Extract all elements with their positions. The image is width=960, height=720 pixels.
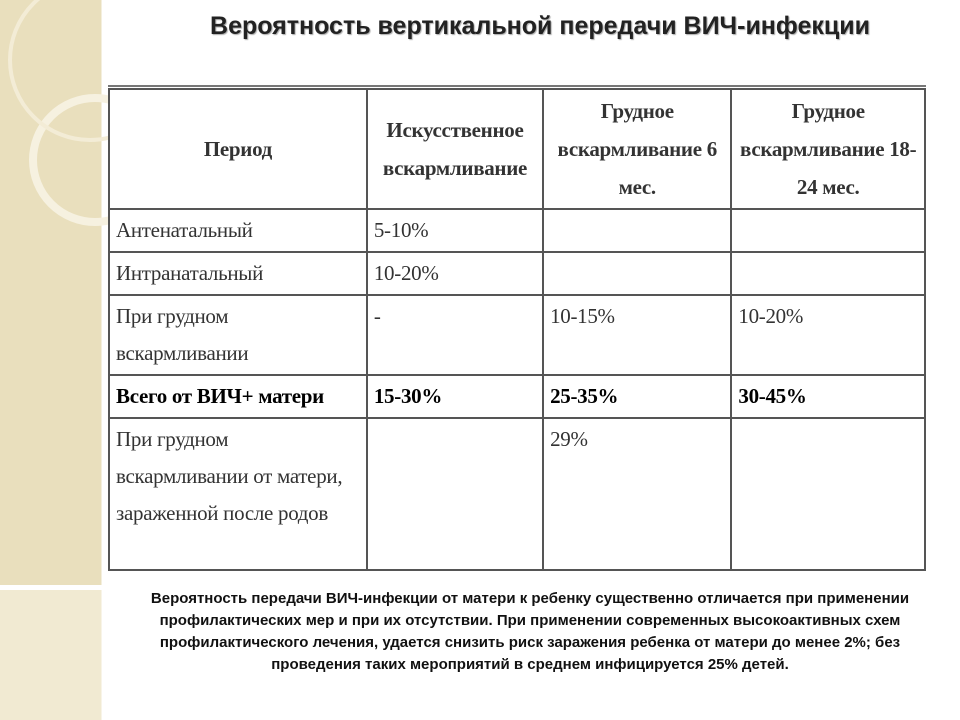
table-cell: При грудном вскармливании от матери, зар… <box>108 417 368 571</box>
table-cell <box>542 208 733 253</box>
circle <box>29 94 110 226</box>
table-row: Всего от ВИЧ+ матери 15-30% 25-35% 30-45% <box>108 374 926 419</box>
table-row: Антенатальный 5-10% <box>108 208 926 253</box>
table-row: Интранатальный 10-20% <box>108 251 926 296</box>
table-cell <box>542 251 733 296</box>
header-row: Период Искусственное вскармливание Грудное… <box>108 88 926 210</box>
table-cell: При грудном вскармливании <box>108 294 368 376</box>
note: Вероятность передачи ВИЧ-инфекции от мат… <box>150 590 910 673</box>
table-cell <box>365 417 545 571</box>
decoration <box>0 0 110 720</box>
table-row: При грудном вскармливании от матери, зар… <box>108 417 926 571</box>
table: Период Искусственное вскармливание Грудное… <box>108 88 926 571</box>
title-rule <box>108 85 926 87</box>
table-cell: Интранатальный <box>108 251 368 296</box>
table-cell: - <box>365 294 545 376</box>
circle <box>8 0 110 142</box>
table-cell <box>730 417 926 571</box>
header-cell: Грудное вскармливание 6 мес. <box>542 88 733 210</box>
table-cell: Всего от ВИЧ+ матери <box>108 374 368 419</box>
header-cell: Грудное вскармливание 18-24 мес. <box>730 88 926 210</box>
table-cell: 25-35% <box>542 374 733 419</box>
header-cell: Искусственное вскармливание <box>365 88 545 210</box>
table-cell: Антенатальный <box>108 208 368 253</box>
header-cell: Период <box>108 88 368 210</box>
side-strip-lower <box>0 590 103 720</box>
table-cell: 10-20% <box>365 251 545 296</box>
table-row: При грудном вскармливании -10-15% 10-20% <box>108 294 926 376</box>
table-cell <box>730 251 926 296</box>
table-cell: 5-10% <box>365 208 545 253</box>
table-cell: 10-20% <box>730 294 926 376</box>
table-cell <box>730 208 926 253</box>
table-cell: 15-30% <box>365 374 545 419</box>
slide-title: Вероятность вертикальной передачи ВИЧ-ин… <box>210 12 870 40</box>
table-cell: 29% <box>542 417 733 571</box>
table-cell: 30-45% <box>730 374 926 419</box>
table-cell: 10-15% <box>542 294 733 376</box>
